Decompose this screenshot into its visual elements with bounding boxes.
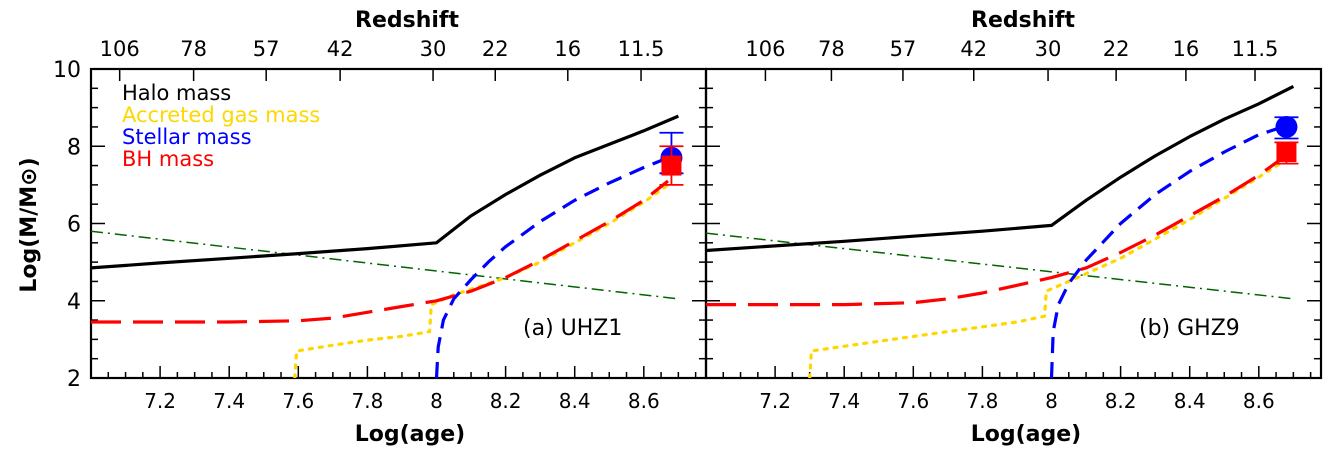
series-bh-mass [91,179,669,324]
x-tick-label: 7.4 [828,389,860,413]
series-stellar-mass [434,156,669,378]
top-tick-label: 16 [554,37,581,61]
x-tick-label: 7.6 [897,389,929,413]
x-tick-label: 8 [1045,389,1058,413]
legend-entry: Halo mass [122,81,231,105]
top-tick-label: 106 [745,37,785,61]
x-tick-label: 8.6 [628,389,660,413]
series-stellar-mass [1049,125,1284,378]
x-tick-label: 7.4 [213,389,245,413]
top-tick-label: 78 [180,37,207,61]
x-tick-label: 7.8 [351,389,383,413]
legend-entry: BH mass [122,147,214,171]
series-accreted-gas-mass [293,183,670,378]
series-accreted-gas-mass [808,160,1285,378]
top-tick-label: 42 [327,37,354,61]
x-tick-label: 7.6 [282,389,314,413]
data-point-circle [1275,115,1298,138]
y-tick-label: 4 [67,290,81,315]
top-tick-label: 57 [253,37,280,61]
top-tick-label: 11.5 [618,37,665,61]
top-tick-label: 78 [818,37,845,61]
x-tick-label: 8.6 [1243,389,1275,413]
series-halo-mass [91,114,680,270]
panel-label: (a) UHZ1 [523,316,622,341]
y-tick-label: 6 [67,213,81,238]
top-tick-label: 106 [100,37,140,61]
top-tick-label: 22 [1103,37,1130,61]
top-tick-label: 42 [960,37,987,61]
curves-group [706,84,1295,378]
legend-entry: Accreted gas mass [122,103,320,127]
x-tick-label: 8.2 [1105,389,1137,413]
series-halo-mass [706,84,1295,253]
top-tick-label: 30 [420,37,447,61]
top-tick-label: 30 [1035,37,1062,61]
y-axis-label: Log(M/M⊙) [17,157,42,292]
reference-line [91,230,679,300]
top-tick-label: 22 [482,37,509,61]
x-axis-label-a: Log(age) [355,422,466,447]
x-tick-label: 7.2 [759,389,791,413]
top-axis-label-a: Redshift [355,8,459,33]
x-tick-label: 8.4 [1174,389,1206,413]
top-tick-label: 11.5 [1232,37,1279,61]
data-point-square [661,155,682,176]
top-axis-label-b: Redshift [971,8,1075,33]
top-tick-label: 57 [890,37,917,61]
x-tick-label: 7.2 [144,389,176,413]
panel-label: (b) GHZ9 [1139,316,1240,341]
y-tick-label: 2 [67,367,81,392]
panel-b: 7.2 7.4 7.6 7.8 8 8.2 8.4 8.6 106 78 57 42 30 22 16 11.… [704,37,1323,413]
panel-a: 7.2 7.4 7.6 7.8 8 8.2 8.4 8.6 2 4 6 8 10 106 78 57 42 30 2… [53,37,708,413]
series-bh-mass [706,156,1284,307]
y-tick-label: 10 [53,58,81,83]
x-tick-label: 8.4 [559,389,591,413]
y-tick-label: 8 [67,135,81,160]
legend-entry: Stellar mass [122,125,252,149]
x-tick-label: 8 [430,389,443,413]
data-point-square [1276,142,1297,163]
x-axis-label-b: Log(age) [971,422,1082,447]
top-tick-label: 16 [1173,37,1200,61]
x-tick-label: 7.8 [966,389,998,413]
curves-group [91,114,680,378]
x-tick-label: 8.2 [490,389,522,413]
